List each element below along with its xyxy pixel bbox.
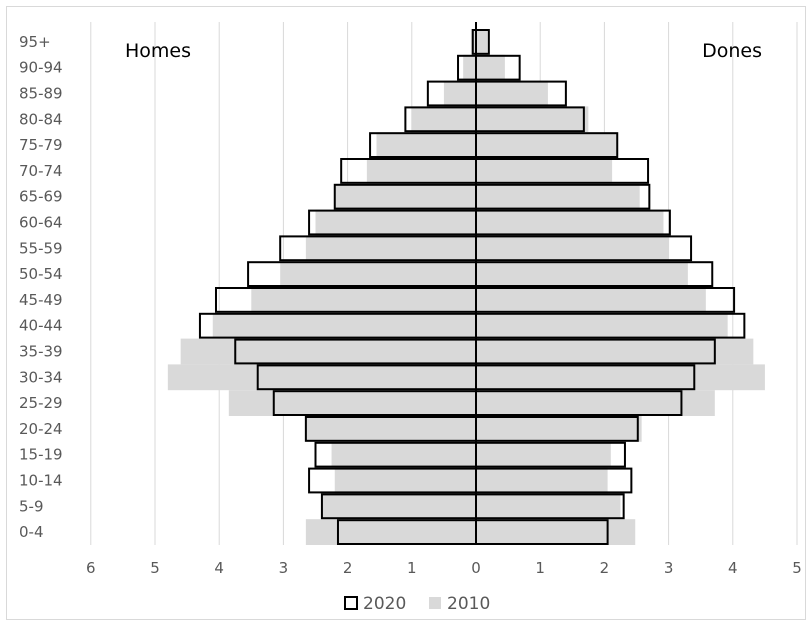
y-tick-label: 70-74 [19, 162, 63, 180]
bar-2010-right [476, 29, 488, 55]
y-tick-label: 60-64 [19, 214, 63, 232]
bar-2010-left [315, 209, 476, 236]
y-tick-label: 90-94 [19, 59, 63, 77]
y-tick-label: 80-84 [19, 110, 63, 128]
series-2010-bars [167, 29, 765, 545]
bar-2010-right [476, 441, 611, 468]
x-tick-label: 2 [343, 559, 353, 577]
bar-2010-left [305, 519, 476, 545]
bar-2010-right [476, 54, 505, 81]
bar-2010-right [476, 158, 613, 184]
x-tick-label: 2 [600, 559, 610, 577]
legend-label-2020: 2020 [363, 594, 406, 614]
y-tick-label: 35-39 [19, 343, 63, 361]
bar-2010-right [476, 519, 636, 545]
bar-2010-right [476, 261, 688, 287]
y-tick-label: 85-89 [19, 85, 63, 103]
y-tick-label: 30-34 [19, 368, 63, 386]
y-tick-label: 5-9 [19, 497, 44, 515]
x-tick-label: 3 [664, 559, 674, 577]
bar-2010-right [476, 390, 715, 416]
x-tick-label: 4 [728, 559, 738, 577]
y-tick-label: 20-24 [19, 420, 63, 438]
x-tick-label: 1 [535, 559, 545, 577]
right-side-label: Dones [702, 40, 762, 62]
legend-swatch-2020 [344, 596, 358, 610]
bar-2010-left [334, 467, 476, 494]
bar-2010-left [180, 338, 476, 365]
y-tick-label: 10-14 [19, 472, 63, 490]
bar-2010-right [476, 364, 765, 391]
x-tick-label: 5 [150, 559, 160, 577]
bar-2010-right [476, 338, 754, 365]
y-axis-labels: 0-4 5-9 10-14 15-19 20-24 25-29 30-34 35-39 40-4… [19, 33, 63, 541]
bar-2010-right [476, 183, 640, 210]
y-tick-label: 75-79 [19, 136, 63, 154]
bar-2010-left [212, 312, 476, 339]
y-tick-label: 45-49 [19, 291, 63, 309]
x-tick-label: 0 [471, 559, 481, 577]
chart-frame: 0-4 5-9 10-14 15-19 20-24 25-29 30-34 35-39 40-4… [6, 6, 806, 620]
bar-2010-left [280, 261, 476, 287]
bar-2010-left [463, 54, 476, 81]
y-tick-label: 40-44 [19, 317, 63, 335]
y-tick-label: 15-19 [19, 446, 63, 464]
bar-2010-left [251, 287, 476, 313]
bar-2010-left [305, 416, 476, 442]
legend-label-2010: 2010 [447, 594, 490, 614]
x-tick-label: 5 [792, 559, 802, 577]
bar-2010-right [476, 467, 608, 494]
bar-2010-left [334, 183, 476, 210]
bar-2010-right [476, 80, 548, 107]
x-axis-labels: 6 5 4 3 2 1 0 1 2 3 4 5 [86, 559, 802, 577]
y-tick-label: 55-59 [19, 239, 63, 257]
bar-2010-left [305, 235, 476, 262]
left-side-label: Homes [125, 40, 191, 62]
x-tick-label: 3 [279, 559, 289, 577]
bar-2010-right [476, 312, 728, 339]
y-tick-label: 65-69 [19, 188, 63, 206]
series-2020-bars [198, 22, 746, 546]
bar-2010-right [476, 235, 669, 262]
bar-2010-right [476, 132, 618, 158]
x-tick-label: 1 [407, 559, 417, 577]
bar-2010-left [411, 106, 476, 133]
bar-2010-right [476, 416, 642, 442]
bar-2010-right [476, 106, 589, 133]
y-tick-label: 25-29 [19, 394, 63, 412]
legend-swatch-2010 [429, 597, 441, 609]
bar-2010-right [476, 493, 621, 520]
bar-2010-left [376, 132, 476, 158]
bar-2010-left [366, 158, 476, 184]
bar-2010-right [476, 209, 664, 236]
bar-2010-left [331, 441, 476, 468]
y-tick-label: 95+ [19, 33, 51, 51]
bar-2010-left [321, 493, 476, 520]
x-tick-label: 4 [214, 559, 224, 577]
bar-2010-right [476, 287, 706, 313]
y-tick-label: 50-54 [19, 265, 63, 283]
bar-2010-left [228, 390, 476, 416]
bar-2010-left [443, 80, 476, 107]
population-pyramid-chart: 0-4 5-9 10-14 15-19 20-24 25-29 30-34 35-39 40-4… [19, 22, 802, 614]
legend: 2020 2010 [344, 594, 490, 614]
bar-2010-left [167, 364, 476, 391]
x-tick-label: 6 [86, 559, 96, 577]
y-tick-label: 0-4 [19, 523, 44, 541]
